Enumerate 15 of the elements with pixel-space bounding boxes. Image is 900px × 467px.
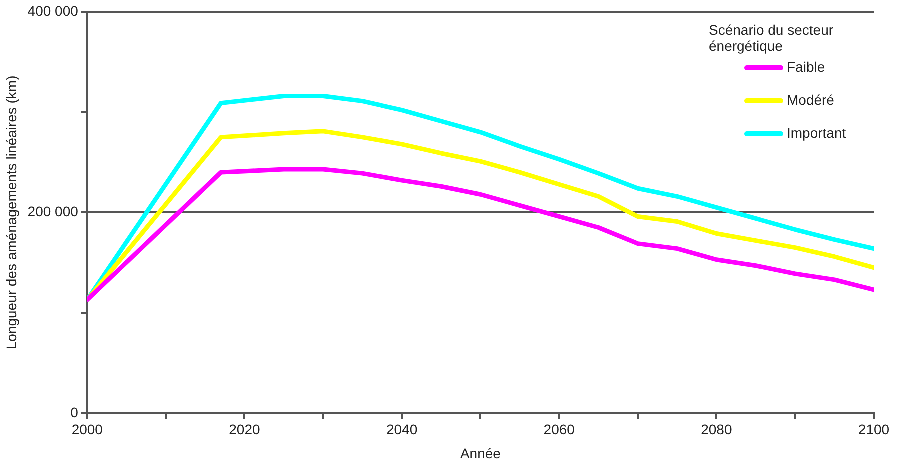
x-tick-label: 2100: [858, 422, 890, 438]
x-tick-label: 2040: [386, 422, 418, 438]
legend-label: Faible: [787, 58, 826, 75]
y-tick-label: 400 000: [28, 2, 79, 19]
y-tick-label: 200 000: [28, 204, 79, 220]
legend-title: Scénario du secteur énergétique: [709, 22, 834, 54]
y-axis-title: Longueur des aménagements linéaires (km): [3, 76, 20, 350]
y-tick-label: 0: [70, 404, 79, 420]
x-axis-title: Année: [460, 445, 502, 462]
x-tick-label: 2060: [544, 422, 576, 438]
legend-label: Modéré: [787, 92, 835, 108]
x-tick-label: 2000: [72, 422, 104, 438]
legend-label: Important: [787, 124, 846, 141]
x-tick-label: 2020: [229, 422, 261, 438]
x-tick-label: 2080: [701, 422, 732, 438]
